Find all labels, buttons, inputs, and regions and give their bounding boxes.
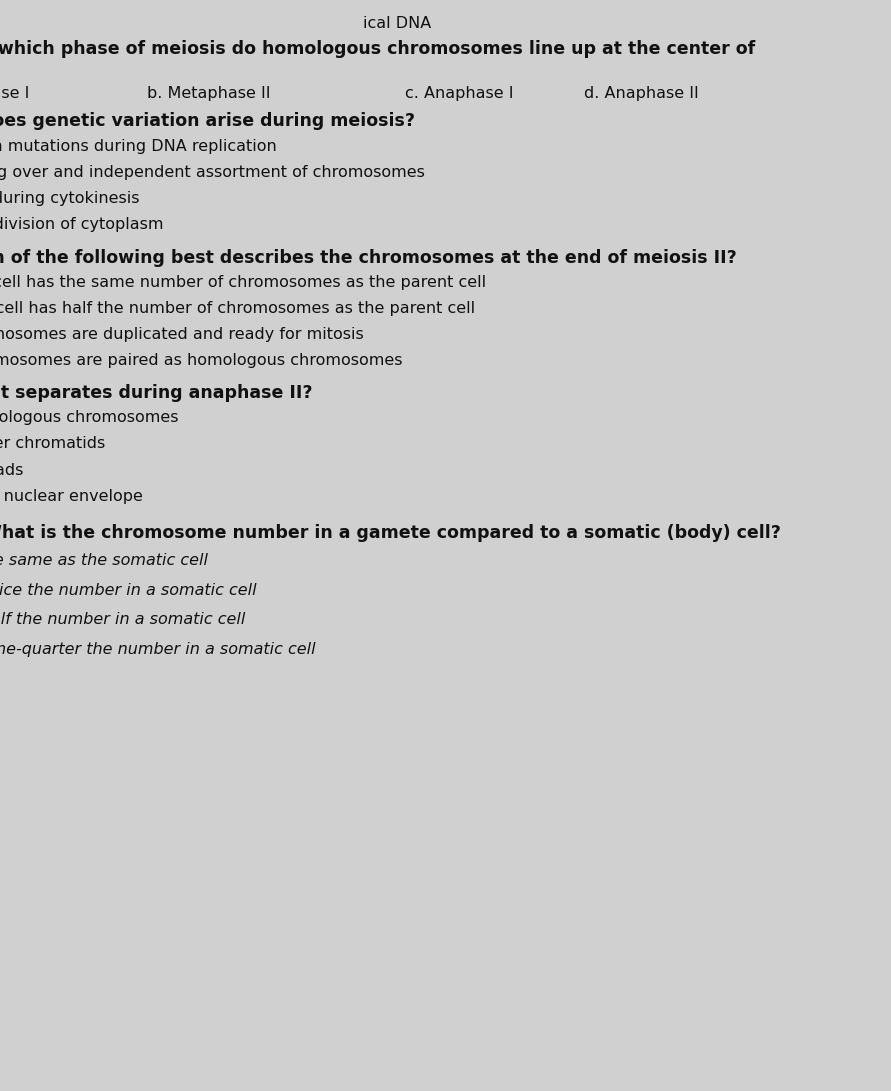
- Text: d. Chromosomes are paired as homologous chromosomes: d. Chromosomes are paired as homologous …: [0, 353, 403, 369]
- Text: c. Chromosomes are duplicated and ready for mitosis: c. Chromosomes are duplicated and ready …: [0, 327, 364, 343]
- Text: ical DNA: ical DNA: [364, 16, 431, 32]
- Text: d. Anaphase II: d. Anaphase II: [584, 86, 699, 101]
- Text: b. Sister chromatids: b. Sister chromatids: [0, 436, 105, 452]
- Text: 10.What is the chromosome number in a gamete compared to a somatic (body) cell?: 10.What is the chromosome number in a ga…: [0, 524, 781, 541]
- Text: a. Homologous chromosomes: a. Homologous chromosomes: [0, 410, 178, 425]
- Text: c. Errors during cytokinesis: c. Errors during cytokinesis: [0, 191, 139, 206]
- Text: d. The nuclear envelope: d. The nuclear envelope: [0, 489, 143, 504]
- Text: a. Each cell has the same number of chromosomes as the parent cell: a. Each cell has the same number of chro…: [0, 275, 486, 290]
- Text: 9.What separates during anaphase II?: 9.What separates during anaphase II?: [0, 384, 312, 401]
- Text: a. Metaphase I: a. Metaphase I: [0, 86, 29, 101]
- Text: b. Metaphase II: b. Metaphase II: [147, 86, 271, 101]
- Text: c. Half the number in a somatic cell: c. Half the number in a somatic cell: [0, 612, 245, 627]
- Text: c. Tetrads: c. Tetrads: [0, 463, 23, 478]
- Text: d. One-quarter the number in a somatic cell: d. One-quarter the number in a somatic c…: [0, 642, 315, 657]
- Text: d. Equal division of cytoplasm: d. Equal division of cytoplasm: [0, 217, 164, 232]
- Text: b. Each cell has half the number of chromosomes as the parent cell: b. Each cell has half the number of chro…: [0, 301, 475, 316]
- Text: a. The same as the somatic cell: a. The same as the somatic cell: [0, 553, 208, 568]
- Text: 8.Which of the following best describes the chromosomes at the end of meiosis II: 8.Which of the following best describes …: [0, 249, 737, 266]
- Text: c. Anaphase I: c. Anaphase I: [405, 86, 514, 101]
- Text: b. Twice the number in a somatic cell: b. Twice the number in a somatic cell: [0, 583, 257, 598]
- Text: 6.During which phase of meiosis do homologous chromosomes line up at the center : 6.During which phase of meiosis do homol…: [0, 40, 755, 58]
- Text: b. Crossing over and independent assortment of chromosomes: b. Crossing over and independent assortm…: [0, 165, 425, 180]
- Text: a. Random mutations during DNA replication: a. Random mutations during DNA replicati…: [0, 139, 276, 154]
- Text: 7.How does genetic variation arise during meiosis?: 7.How does genetic variation arise durin…: [0, 112, 415, 130]
